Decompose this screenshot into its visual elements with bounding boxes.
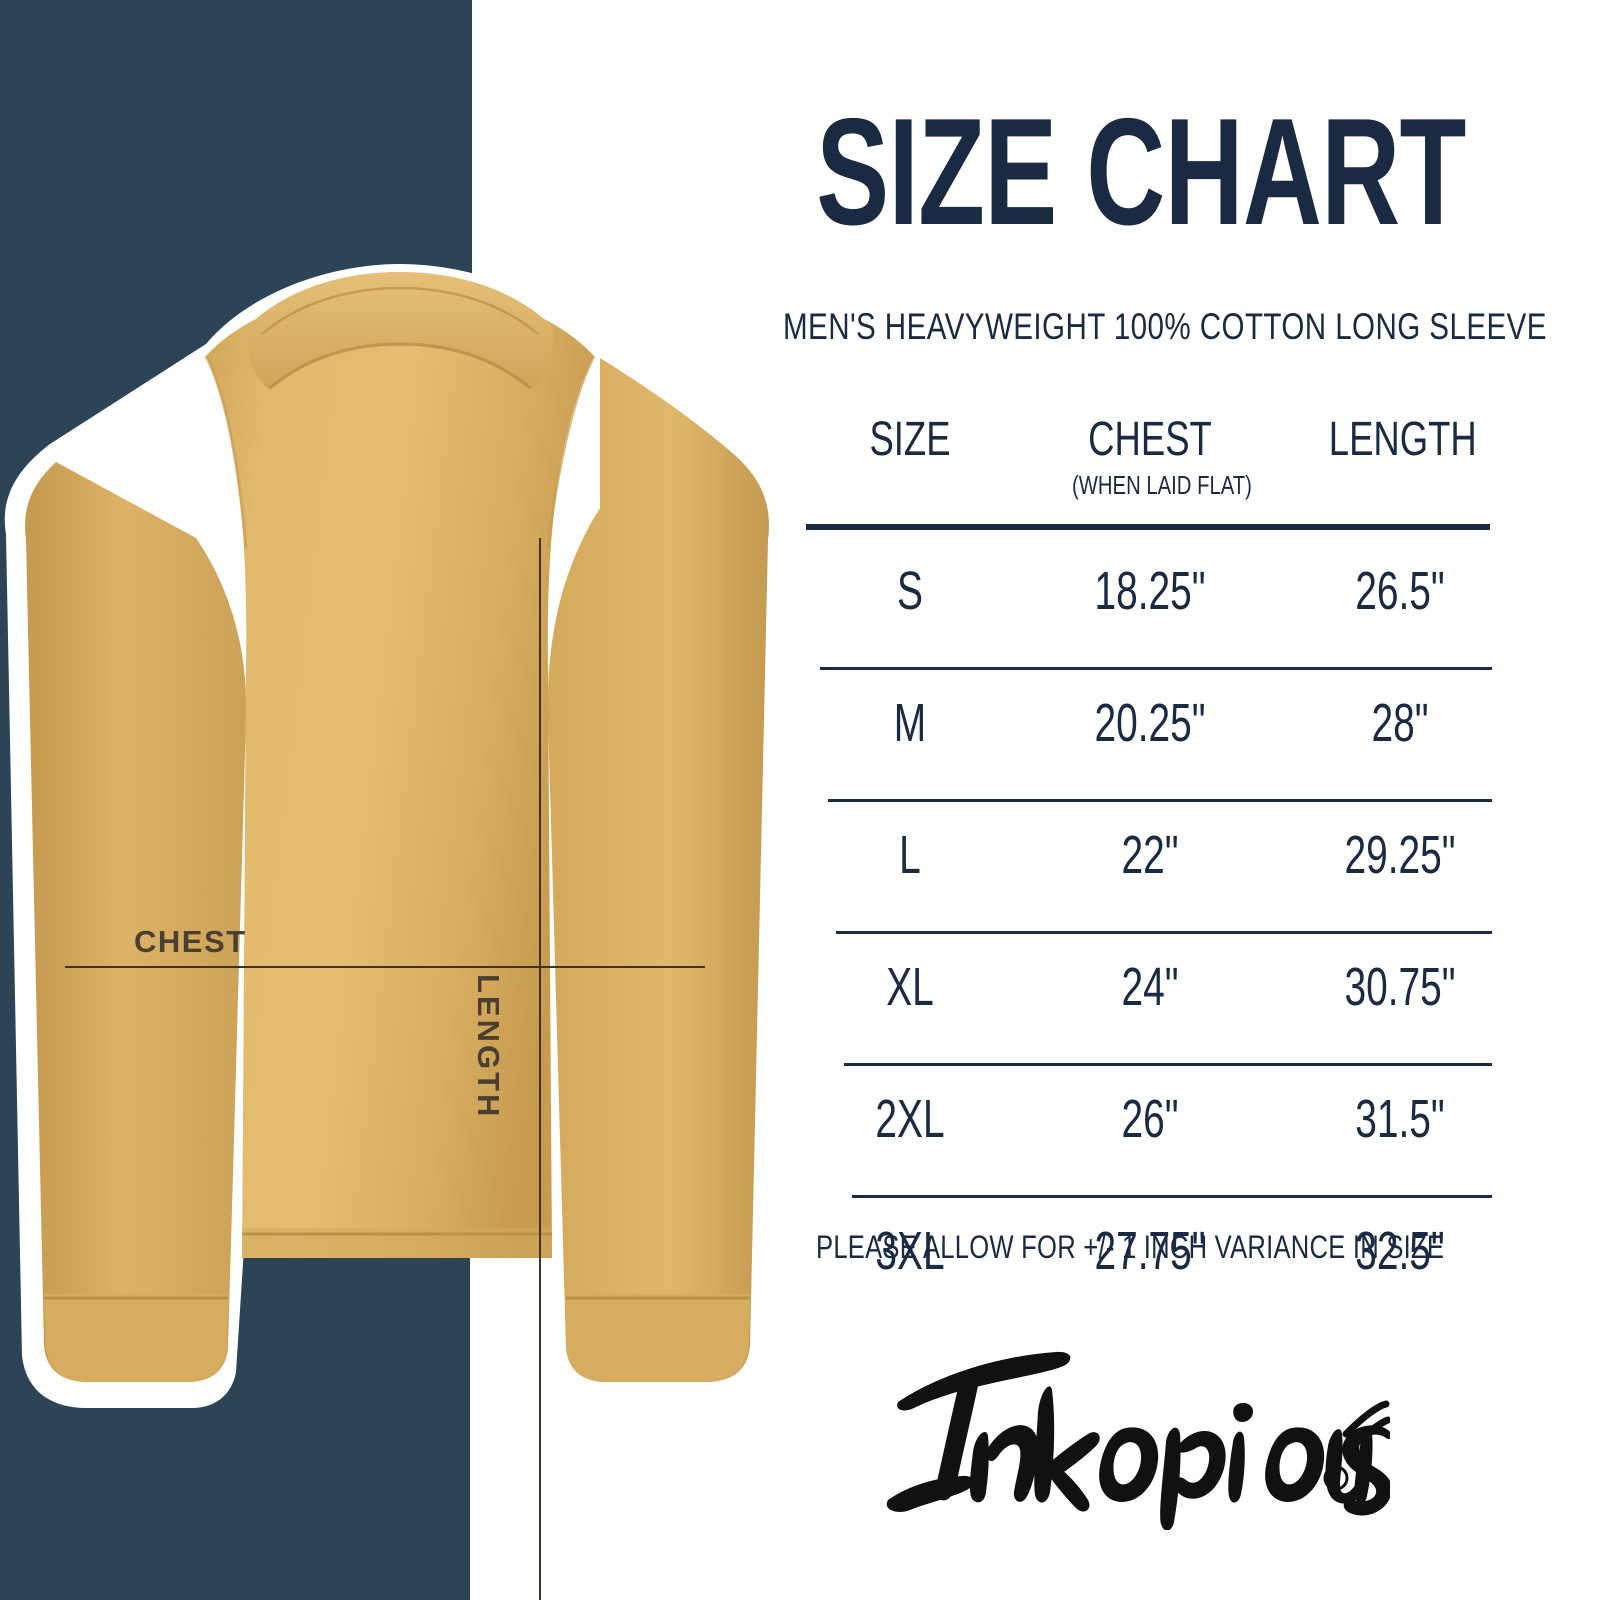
row-divider <box>852 1195 1492 1198</box>
chest-measurement-line <box>65 966 705 968</box>
cell-chest: 22" <box>1121 825 1179 885</box>
cell-length: 26.5" <box>1355 561 1445 621</box>
row-divider <box>836 931 1492 934</box>
length-measurement-label: LENGTH <box>471 974 506 1120</box>
size-table-header: SIZE CHEST LENGTH (WHEN LAID FLAT) <box>806 412 1496 530</box>
variance-note: PLEASE ALLOW FOR +/- 1 INCH VARIANCE IN … <box>816 1229 1445 1265</box>
cell-size: 2XL <box>875 1089 945 1149</box>
shirt-right-shoulder-seam <box>546 355 596 549</box>
svg-text:R: R <box>1332 1472 1341 1487</box>
size-table-body: S 18.25" 26.5" M 20.25" 28" L 22" 29.25" XL 24" 30.… <box>806 538 1496 1330</box>
column-header-size: SIZE <box>869 413 951 466</box>
cell-size: L <box>899 825 921 885</box>
cell-length: 31.5" <box>1355 1089 1445 1149</box>
cell-length: 32.5" <box>1355 1221 1445 1281</box>
cell-chest: 18.25" <box>1094 561 1206 621</box>
cell-size: 3XL <box>875 1221 945 1281</box>
chest-header-note: (WHEN LAID FLAT) <box>1072 470 1252 500</box>
cell-chest: 27.75" <box>1094 1221 1206 1281</box>
column-header-length: LENGTH <box>1328 413 1477 466</box>
cell-chest: 26" <box>1121 1089 1179 1149</box>
table-row: 2XL 26" 31.5" <box>806 1066 1496 1198</box>
shirt-collar <box>246 272 554 390</box>
cell-length: 28" <box>1371 693 1429 753</box>
cell-size: XL <box>886 957 934 1017</box>
inkopious-wordmark: R <box>886 1351 1393 1531</box>
table-row: L 22" 29.25" <box>806 802 1496 934</box>
cell-chest: 24" <box>1121 957 1179 1017</box>
cell-length: 29.25" <box>1344 825 1456 885</box>
size-table: SIZE CHEST LENGTH (WHEN LAID FLAT) S 18.2… <box>806 412 1496 1281</box>
shirt-body <box>206 286 594 1258</box>
shirt-neckline <box>269 342 531 390</box>
cell-size: S <box>897 561 923 621</box>
table-row: XL 24" 30.75" <box>806 934 1496 1066</box>
cell-length: 30.75" <box>1344 957 1456 1017</box>
shirt-collar-ribbing <box>261 286 539 335</box>
length-measurement-line <box>539 538 541 1600</box>
page-title: SIZE CHART <box>816 87 1466 257</box>
chest-measurement-label: CHEST <box>134 924 247 959</box>
shirt-right-cuff <box>566 1294 750 1382</box>
cell-chest: 20.25" <box>1094 693 1206 753</box>
column-header-chest: CHEST <box>1088 413 1212 466</box>
page-subtitle: MEN'S HEAVYWEIGHT 100% COTTON LONG SLEEV… <box>783 306 1547 347</box>
row-divider <box>844 1063 1492 1066</box>
shirt-right-sleeve <box>547 358 769 1382</box>
table-row: 3XL 27.75" 32.5" <box>806 1198 1496 1330</box>
row-divider <box>820 667 1492 670</box>
header-rule <box>806 524 1490 530</box>
table-row: S 18.25" 26.5" <box>806 538 1496 670</box>
info-panel: SIZE CHART MEN'S HEAVYWEIGHT 100% COTTON… <box>700 0 1600 1600</box>
shirt-illustration: CHEST LENGTH <box>0 248 800 1600</box>
shirt-left-cuff <box>44 1294 228 1382</box>
row-divider <box>828 799 1492 802</box>
registered-trademark-icon: R <box>1323 1465 1349 1491</box>
table-row: M 20.25" 28" <box>806 670 1496 802</box>
long-sleeve-shirt-graphic <box>4 264 788 1408</box>
brand-logo: R <box>830 1330 1393 1531</box>
shirt-left-shoulder-seam <box>204 355 248 549</box>
shirt-left-sleeve <box>25 462 247 1382</box>
cell-size: M <box>893 693 927 753</box>
